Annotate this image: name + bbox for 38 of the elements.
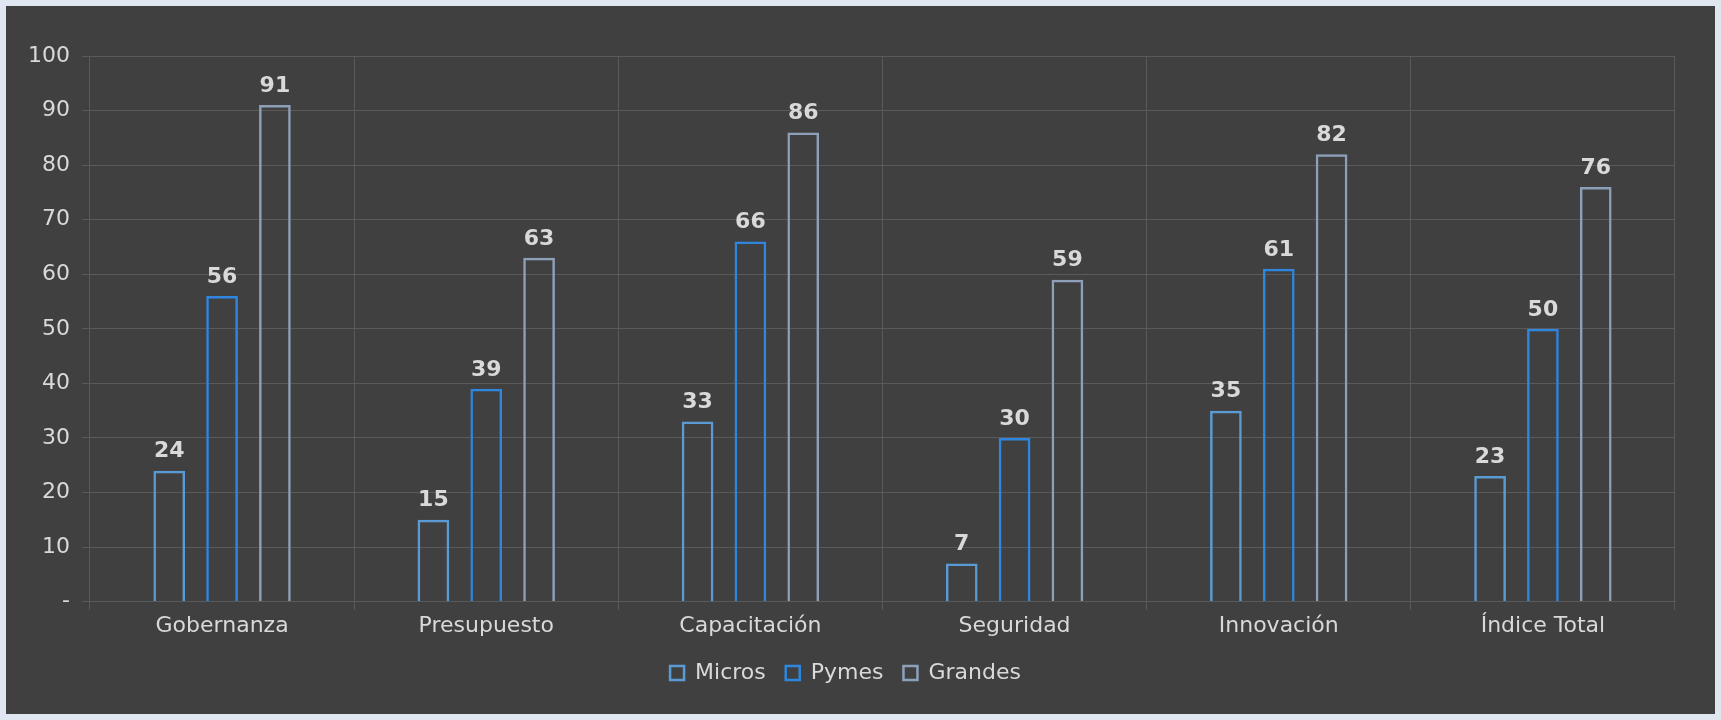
y-tick-label: 40 [41,369,70,395]
data-label: 56 [206,262,238,288]
y-tick-label: 90 [41,96,70,122]
data-label: 66 [735,208,766,234]
data-label: 50 [1527,295,1559,321]
legend-label: Grandes [928,658,1021,684]
y-tick-label: 60 [41,259,70,285]
x-tick-label: Innovación [1218,611,1339,637]
data-label: 63 [523,224,555,250]
x-tick-label: Presupuesto [418,611,554,637]
y-tick-label: 50 [41,314,70,340]
y-tick-label: 10 [41,532,70,558]
data-label: 59 [1052,246,1083,272]
x-tick-label: Capacitación [679,611,822,637]
data-label: 61 [1263,235,1295,261]
y-tick-label: - [62,587,70,613]
y-tick-label: 80 [41,150,70,176]
data-label: 7 [954,530,970,556]
data-label: 35 [1210,377,1242,403]
data-label: 86 [787,99,819,125]
data-label: 39 [470,355,502,381]
y-tick-label: 20 [41,478,70,504]
data-label: 82 [1316,120,1347,146]
x-tick-label: Seguridad [958,611,1071,637]
data-label: 76 [1580,153,1612,179]
data-label: 30 [999,404,1030,430]
data-label: 33 [682,388,713,414]
legend-label: Pymes [810,658,884,684]
data-label: 91 [259,71,291,97]
x-tick-label: Gobernanza [155,611,289,637]
x-tick-label: Índice Total [1480,611,1606,637]
data-label: 23 [1474,442,1506,468]
y-tick-label: 100 [27,41,70,67]
data-label: 15 [418,486,449,512]
y-tick-label: 70 [41,205,70,231]
legend-label: Micros [695,658,766,684]
data-label: 24 [153,437,185,463]
y-tick-label: 30 [41,423,70,449]
